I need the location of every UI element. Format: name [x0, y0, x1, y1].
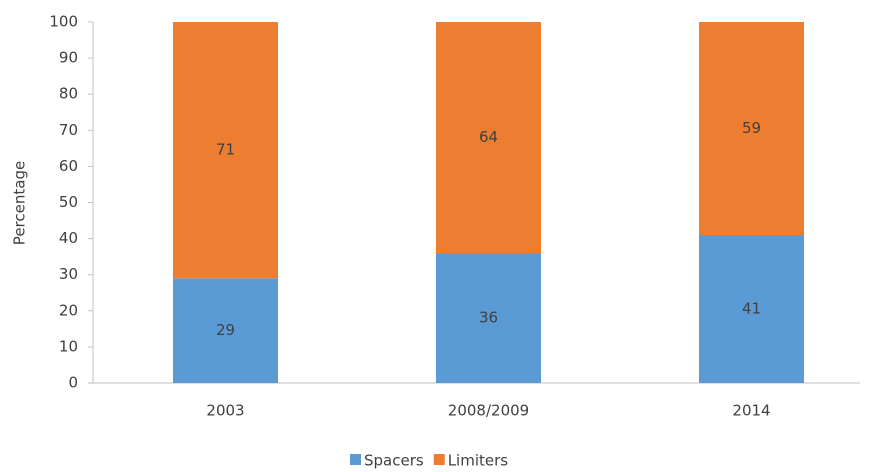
y-tick-label: 60 [59, 157, 78, 175]
x-tick-label: 2003 [206, 402, 244, 420]
bar-segment [436, 22, 541, 254]
data-label: 36 [479, 309, 498, 327]
y-tick-label: 80 [59, 85, 78, 103]
y-tick-label: 90 [59, 49, 78, 67]
y-tick-label: 0 [68, 374, 78, 392]
y-tick-label: 100 [49, 13, 78, 31]
data-label: 29 [216, 321, 235, 339]
x-tick-label: 2008/2009 [448, 402, 529, 420]
data-label: 41 [742, 299, 761, 317]
bar-segment [699, 234, 804, 383]
y-tick-label: 30 [59, 265, 78, 283]
legend-label: Spacers [364, 452, 424, 470]
y-axis-title: Percentage [11, 161, 29, 245]
y-tick-label: 40 [59, 229, 78, 247]
legend-label: Limiters [448, 452, 509, 470]
legend-swatch [433, 454, 445, 465]
legend-swatch [350, 454, 361, 465]
y-tick-label: 70 [59, 121, 78, 139]
data-label: 59 [742, 119, 761, 137]
data-label: 64 [479, 128, 498, 146]
x-tick-label: 2014 [732, 402, 770, 420]
bar-segment [436, 253, 541, 383]
data-label: 71 [216, 141, 235, 159]
bar-segment [173, 22, 278, 279]
y-tick-label: 10 [59, 337, 78, 355]
bar-segment [699, 22, 804, 235]
y-tick-label: 50 [59, 193, 78, 211]
bar-segment [173, 278, 278, 383]
y-tick-label: 20 [59, 301, 78, 319]
